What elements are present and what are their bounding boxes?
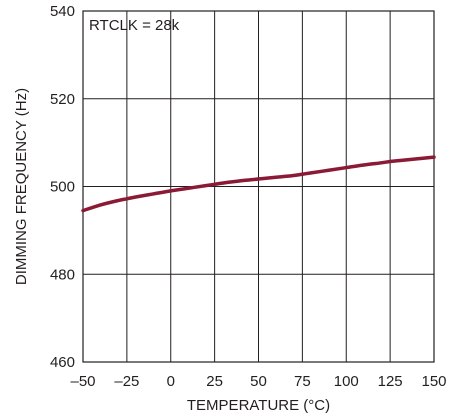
data-point	[379, 161, 383, 165]
y-tick-label: 520	[50, 91, 75, 108]
x-tick-label: 0	[167, 373, 175, 390]
data-point	[81, 209, 85, 213]
data-point	[432, 155, 436, 159]
y-tick-label: 460	[50, 354, 75, 371]
x-tick-label: 100	[334, 373, 359, 390]
data-point	[397, 159, 401, 163]
y-tick-label: 500	[50, 179, 75, 196]
data-point	[257, 177, 260, 181]
data-points	[81, 155, 436, 213]
data-point	[151, 192, 155, 196]
data-point	[204, 184, 208, 188]
data-point	[388, 159, 392, 163]
data-point	[274, 175, 278, 179]
data-point	[239, 179, 243, 183]
data-point	[344, 166, 348, 170]
data-point	[221, 181, 225, 185]
data-point	[186, 186, 190, 190]
data-point	[327, 168, 331, 172]
data-point	[134, 195, 138, 199]
data-point	[125, 197, 129, 201]
plot-frame	[82, 10, 435, 363]
x-tick-label: 125	[378, 373, 403, 390]
annotation-label: RTCLK = 28k	[89, 17, 180, 34]
data-point	[414, 157, 418, 161]
data-point	[309, 171, 313, 175]
y-tick-label: 480	[50, 266, 75, 283]
x-tick-label: 50	[250, 373, 267, 390]
data-point	[300, 172, 304, 176]
x-tick-label: 75	[294, 373, 311, 390]
x-tick-label: 150	[421, 373, 446, 390]
x-axis-title: TEMPERATURE (°C)	[187, 397, 330, 414]
data-point	[292, 174, 296, 178]
data-point	[169, 189, 173, 193]
grid-lines	[83, 11, 434, 362]
x-tick-labels: –50 –25 0 25 50 75 100 125 150	[70, 373, 446, 390]
data-point	[362, 163, 366, 167]
data-point	[116, 199, 120, 203]
data-point	[213, 182, 217, 186]
x-tick-label: 25	[206, 373, 223, 390]
data-point	[99, 203, 103, 207]
x-tick-label: –25	[114, 373, 139, 390]
y-axis-title: DIMMING FREQUENCY (Hz)	[13, 88, 30, 285]
y-tick-label: 540	[50, 3, 75, 20]
y-tick-labels: 460 480 500 520 540	[50, 3, 75, 371]
x-tick-label: –50	[70, 373, 95, 390]
